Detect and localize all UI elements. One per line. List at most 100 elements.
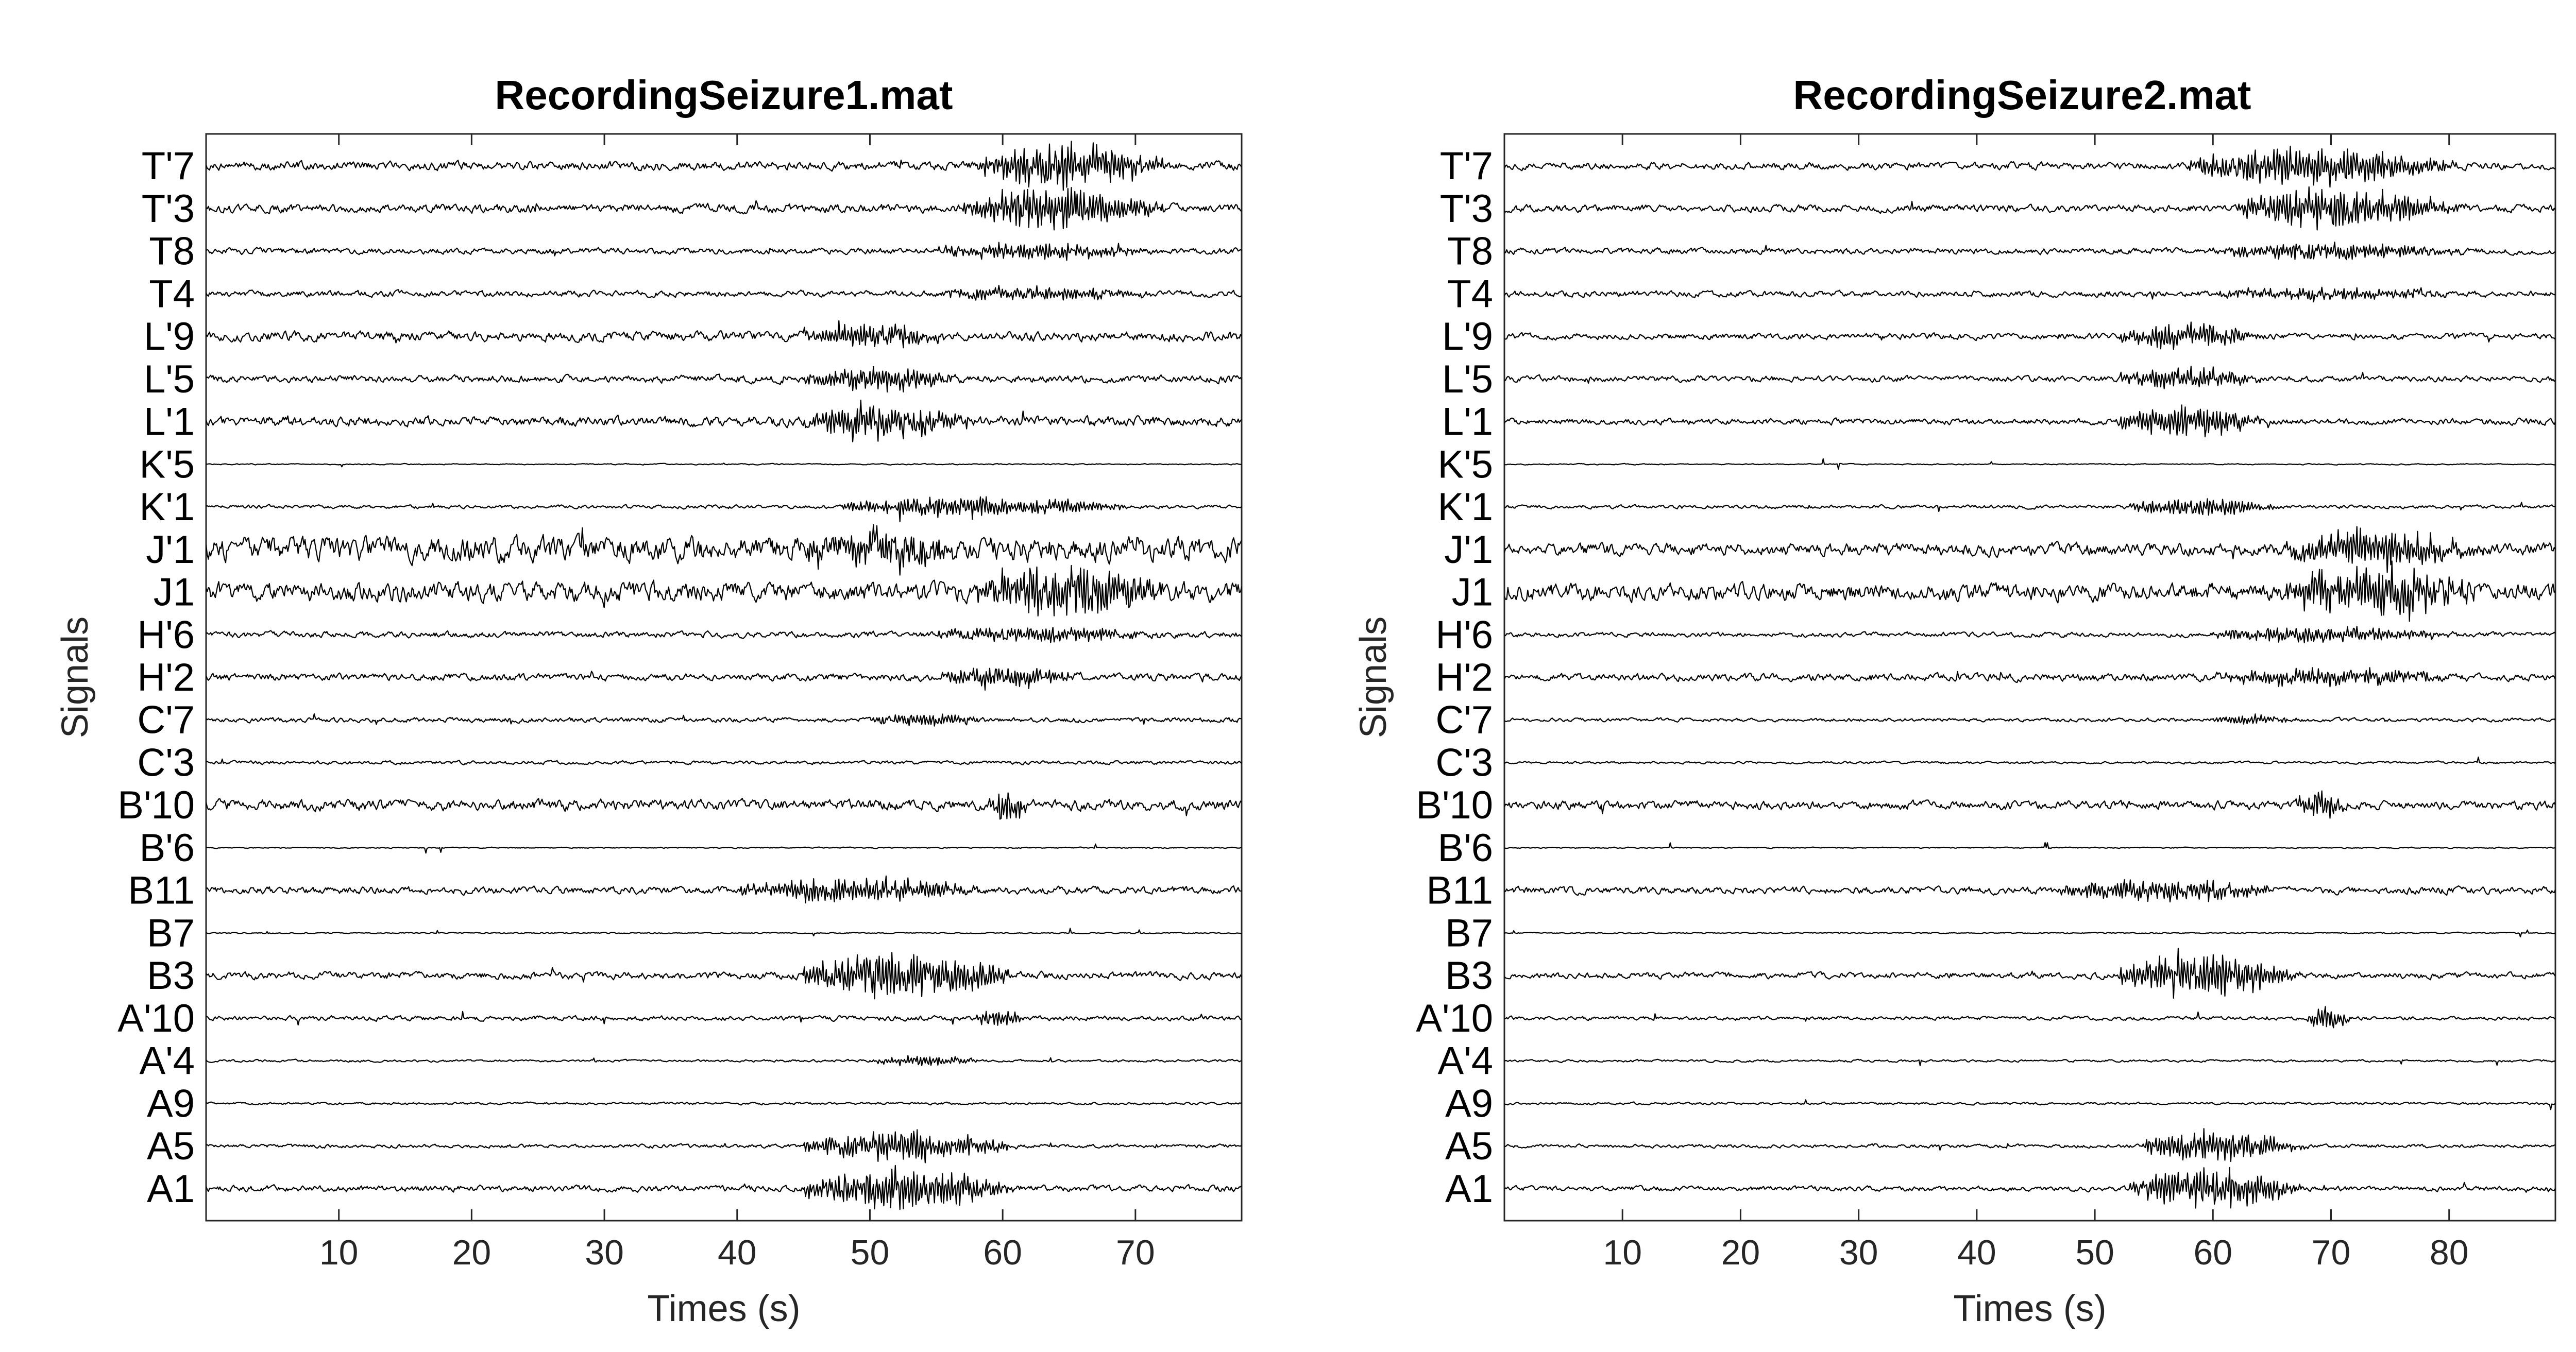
y-axis-label: Signals — [55, 617, 96, 738]
signal-trace — [1504, 756, 2555, 765]
channel-label: A9 — [147, 1082, 195, 1125]
signal-trace — [206, 187, 1242, 231]
x-tick-label: 70 — [1116, 1233, 1155, 1272]
signal-trace — [1504, 842, 2555, 849]
signal-trace — [1504, 790, 2555, 819]
channel-label: T'3 — [142, 187, 195, 231]
y-axis-label: Signals — [1353, 617, 1394, 738]
signal-trace — [206, 668, 1242, 691]
channel-label: K'1 — [140, 485, 195, 529]
channel-label: J'1 — [1444, 528, 1493, 572]
channel-label: L'5 — [144, 357, 195, 401]
channel-label: H'6 — [137, 613, 195, 657]
channel-label: B11 — [128, 869, 195, 913]
channel-label: B3 — [1445, 954, 1493, 998]
channel-label: T4 — [149, 272, 195, 316]
channel-label: L'9 — [1442, 315, 1493, 358]
channel-label: B11 — [1426, 869, 1493, 913]
channel-label: T4 — [1447, 272, 1493, 316]
signal-trace — [206, 366, 1242, 393]
signal-trace — [1504, 560, 2555, 622]
signal-trace — [1504, 404, 2555, 438]
signal-trace — [1504, 145, 2555, 188]
signal-trace — [206, 320, 1242, 349]
signal-trace — [1504, 242, 2555, 260]
channel-label: B7 — [147, 911, 195, 955]
x-tick-label: 30 — [1839, 1233, 1878, 1272]
channel-label: H'6 — [1435, 613, 1493, 657]
signal-trace — [206, 1055, 1242, 1067]
channel-label: L'1 — [144, 400, 195, 444]
signal-trace — [1504, 1128, 2555, 1162]
signal-trace — [206, 564, 1242, 617]
signal-trace — [206, 399, 1242, 442]
signal-trace — [1504, 879, 2555, 903]
x-tick-label: 10 — [1603, 1233, 1642, 1272]
channel-label: T8 — [149, 230, 195, 273]
channel-label: B'6 — [140, 826, 195, 870]
chart-panel-seizure-1: RecordingSeizure1.mat 10 20 30 40 50 60 70 Time… — [55, 72, 1243, 1329]
channel-label: B7 — [1445, 911, 1493, 955]
channel-label: L'5 — [1442, 357, 1493, 401]
chart-panel-seizure-2: RecordingSeizure2.mat 10 20 30 40 50 60 70 80 Ti… — [1288, 0, 2576, 1352]
signal-trace — [206, 284, 1242, 301]
x-tick-label: 70 — [2312, 1233, 2351, 1272]
signal-trace — [1504, 626, 2555, 644]
x-tick-label: 80 — [2430, 1233, 2469, 1272]
signal-trace — [1504, 186, 2555, 231]
channel-label: H'2 — [1435, 656, 1493, 699]
channel-label: B'6 — [1438, 826, 1493, 870]
channel-label: C'3 — [137, 741, 195, 784]
x-tick-label: 20 — [452, 1233, 492, 1272]
signal-trace — [206, 463, 1242, 468]
x-tick-label: 10 — [319, 1233, 359, 1272]
channel-label: C'7 — [1435, 698, 1493, 742]
channel-label: J1 — [154, 571, 195, 614]
channel-label: T'7 — [1440, 144, 1493, 188]
signal-trace — [206, 1129, 1242, 1163]
channel-label: L'1 — [1442, 400, 1493, 444]
signal-trace — [206, 1165, 1242, 1210]
channel-label: K'1 — [1438, 485, 1493, 529]
channel-label: T'3 — [1440, 187, 1493, 231]
signal-trace — [1504, 526, 2555, 573]
x-tick-label: 50 — [2075, 1233, 2114, 1272]
channel-label: J1 — [1452, 571, 1493, 614]
channel-label: A'4 — [140, 1039, 195, 1083]
x-axis-label: Times (s) — [647, 1288, 800, 1329]
signal-trace — [206, 1011, 1242, 1026]
axes-box — [1503, 133, 2556, 1222]
channel-label: A1 — [1445, 1167, 1493, 1211]
signal-trace — [1504, 366, 2555, 389]
channel-label: A9 — [1445, 1082, 1493, 1125]
channel-label: L'9 — [144, 315, 195, 358]
signal-trace — [1504, 458, 2555, 470]
signal-trace — [206, 713, 1242, 727]
channel-label: A5 — [1445, 1124, 1493, 1168]
channel-label: K'5 — [140, 442, 195, 486]
signal-trace — [206, 496, 1242, 523]
signal-trace — [1504, 713, 2555, 725]
x-tick-label: 40 — [718, 1233, 757, 1272]
signal-trace — [206, 875, 1242, 904]
signal-trace — [206, 928, 1242, 937]
signal-trace — [1504, 1006, 2555, 1029]
signal-trace — [1504, 1167, 2555, 1209]
x-tick-label: 50 — [851, 1233, 890, 1272]
channel-label: H'2 — [137, 656, 195, 699]
signal-trace — [1504, 1058, 2555, 1067]
channel-label: A'10 — [117, 997, 195, 1040]
eeg-plot-seizure-1: 10 20 30 40 50 60 70 Times (s) Signals T'7T'3T8T4… — [55, 133, 1243, 1329]
channel-label: K'5 — [1438, 442, 1493, 486]
channel-label: B'10 — [1416, 783, 1493, 827]
channel-label: B3 — [147, 954, 195, 998]
signal-trace — [206, 843, 1242, 854]
x-tick-label: 20 — [1721, 1233, 1760, 1272]
channel-label: C'7 — [137, 698, 195, 742]
signal-trace — [1504, 929, 2555, 937]
x-tick-label: 60 — [2193, 1233, 2232, 1272]
signal-trace — [206, 141, 1242, 191]
channel-label: A5 — [147, 1124, 195, 1168]
channel-label: T'7 — [142, 144, 195, 188]
chart-title: RecordingSeizure2.mat — [1793, 72, 2251, 118]
